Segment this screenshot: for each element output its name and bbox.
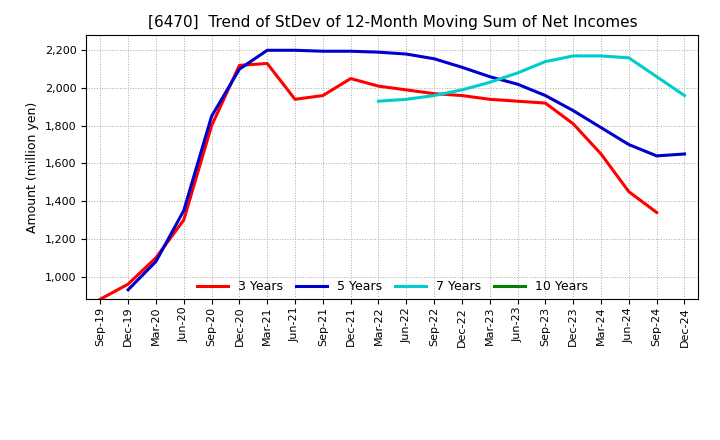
5 Years (179, 208, 188, 213)
3 Years (513, 99, 522, 104)
Legend: 3 Years, 5 Years, 7 Years, 10 Years: 3 Years, 5 Years, 7 Years, 10 Years (192, 275, 593, 298)
5 Years (513, 81, 522, 87)
5 Years (597, 125, 606, 130)
7 Years (485, 80, 494, 85)
7 Years (430, 93, 438, 98)
3 Years (124, 282, 132, 287)
5 Years (652, 153, 661, 158)
3 Years (430, 91, 438, 96)
3 Years (235, 63, 243, 68)
7 Years (374, 99, 383, 104)
5 Years (485, 74, 494, 79)
Y-axis label: Amount (million yen): Amount (million yen) (27, 102, 40, 233)
3 Years (207, 123, 216, 128)
5 Years (291, 48, 300, 53)
3 Years (291, 97, 300, 102)
3 Years (179, 217, 188, 223)
3 Years (152, 255, 161, 260)
3 Years (374, 84, 383, 89)
Title: [6470]  Trend of StDev of 12-Month Moving Sum of Net Incomes: [6470] Trend of StDev of 12-Month Moving… (148, 15, 637, 30)
Line: 5 Years: 5 Years (128, 50, 685, 290)
5 Years (346, 48, 355, 54)
3 Years (624, 189, 633, 194)
5 Years (402, 51, 410, 57)
7 Years (652, 74, 661, 79)
3 Years (263, 61, 271, 66)
7 Years (680, 93, 689, 98)
7 Years (624, 55, 633, 60)
5 Years (430, 56, 438, 62)
3 Years (402, 87, 410, 92)
5 Years (318, 48, 327, 54)
3 Years (458, 93, 467, 98)
3 Years (346, 76, 355, 81)
5 Years (124, 287, 132, 293)
5 Years (569, 108, 577, 113)
5 Years (235, 66, 243, 72)
5 Years (624, 142, 633, 147)
5 Years (680, 151, 689, 157)
5 Years (541, 93, 550, 98)
7 Years (541, 59, 550, 64)
3 Years (569, 121, 577, 126)
7 Years (513, 70, 522, 76)
7 Years (597, 53, 606, 59)
Line: 3 Years: 3 Years (100, 63, 657, 299)
3 Years (597, 151, 606, 157)
7 Years (569, 53, 577, 59)
7 Years (458, 87, 467, 92)
Line: 7 Years: 7 Years (379, 56, 685, 101)
3 Years (318, 93, 327, 98)
5 Years (374, 50, 383, 55)
5 Years (263, 48, 271, 53)
3 Years (485, 97, 494, 102)
3 Years (96, 297, 104, 302)
3 Years (652, 210, 661, 215)
5 Years (458, 65, 467, 70)
5 Years (207, 114, 216, 119)
7 Years (402, 97, 410, 102)
3 Years (541, 100, 550, 106)
5 Years (152, 259, 161, 264)
